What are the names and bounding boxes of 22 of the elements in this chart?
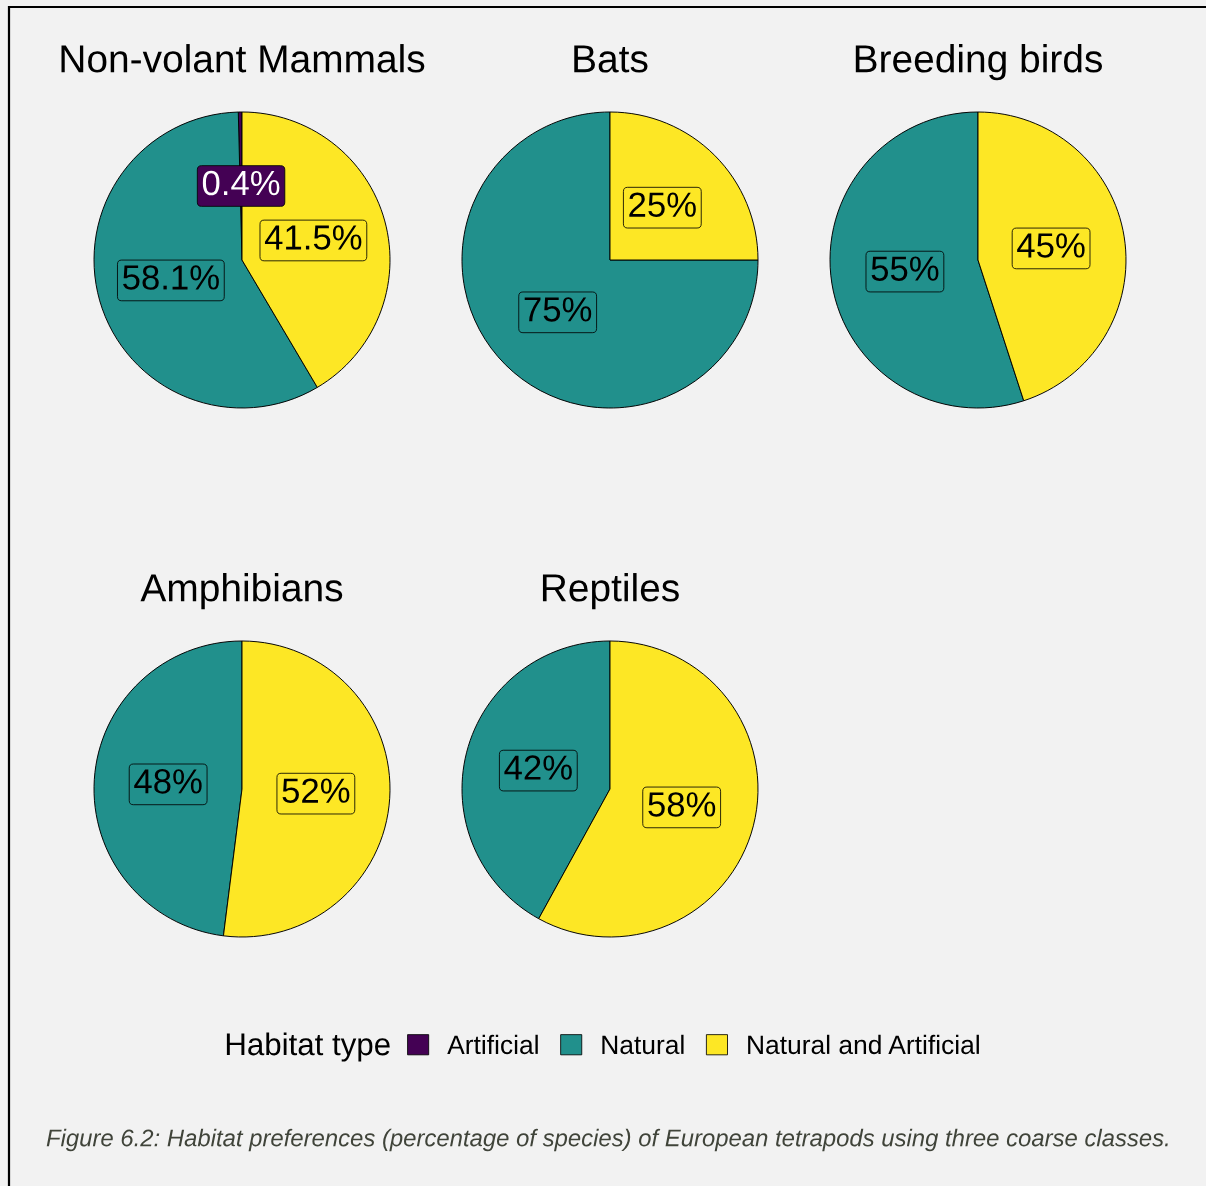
data-label: 0.4% [202,170,280,196]
legend-title: Habitat type [226,1032,390,1062]
chart-title: Breeding birds [855,44,1102,81]
data-label: 25% [629,192,696,217]
data-label: 48% [134,769,202,794]
data-label: 58.1% [123,265,219,290]
data-label: 41.5% [264,225,362,250]
data-label: 75% [524,297,592,322]
chart-title: Amphibians [140,573,343,610]
data-label: 52% [282,778,350,803]
pie-slice [461,111,759,409]
data-label: 58% [648,792,716,817]
chart-title: Bats [574,45,648,73]
data-label: 42% [504,755,572,780]
legend-label: Natural [602,1034,684,1055]
caption: Figure 6.2: Habitat preferences (percentage of species) of European tetrapods using three coarse classes. [46,1128,1168,1152]
data-label: 45% [1017,233,1085,258]
chart-title: Non-volant Mammals [61,44,425,73]
legend-label: Artificial [447,1034,538,1055]
data-label: 55% [871,256,939,281]
chart-title: Reptiles [542,573,679,610]
legend-label: Natural and Artificial [748,1034,979,1055]
